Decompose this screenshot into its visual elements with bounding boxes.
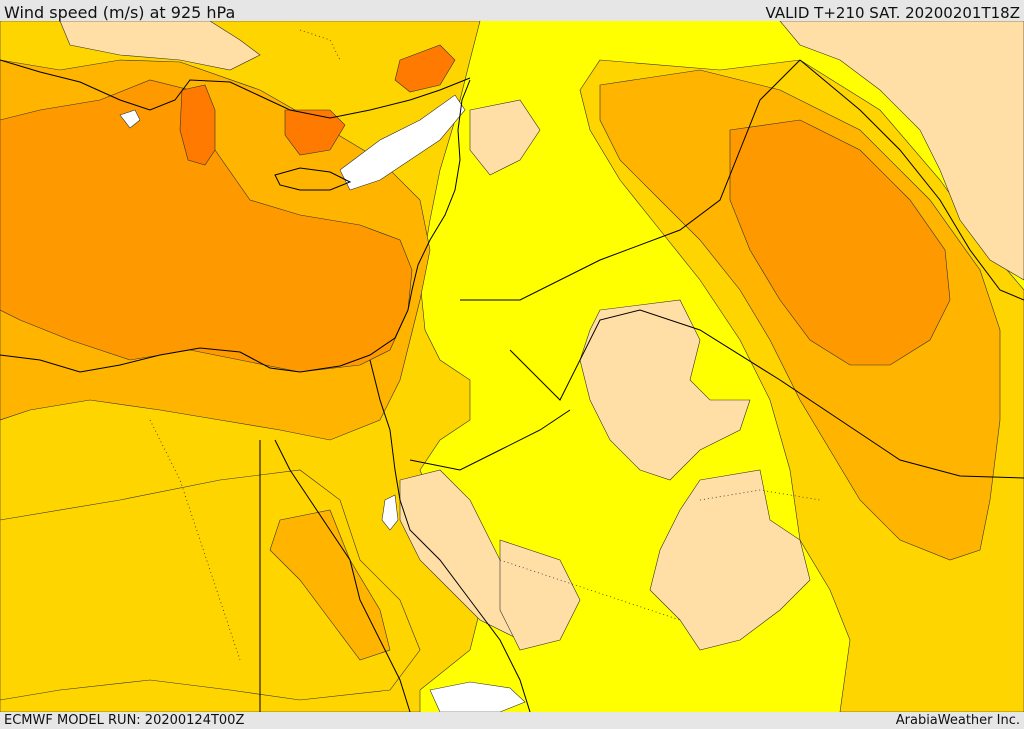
map-footer: ECMWF MODEL RUN: 20200124T00Z ArabiaWeat… — [0, 712, 1024, 729]
wind-field-beige-ne — [779, 21, 1024, 281]
border-jordan — [460, 59, 801, 301]
border-iraq-iran — [799, 59, 1024, 301]
wind-field-orange-med — [0, 79, 413, 373]
wind-field-orange-east — [729, 119, 951, 366]
wind-field-beige-jordan — [579, 299, 751, 481]
wind-field-calm-cyprus — [339, 94, 466, 191]
valid-time-label: VALID T+210 SAT. 20200201T18Z — [765, 4, 1020, 22]
coastline-red-sea-west — [274, 439, 411, 712]
border-saudi-north — [409, 409, 571, 471]
map-title: Wind speed (m/s) at 925 hPa — [4, 3, 236, 22]
credit-label: ArabiaWeather Inc. — [895, 713, 1020, 728]
border-iraq-saudi — [509, 309, 1024, 479]
map-header: Wind speed (m/s) at 925 hPa VALID T+210 … — [0, 0, 1024, 22]
coastline-turkey — [0, 59, 471, 119]
dotted-line-1 — [149, 419, 241, 661]
coastline-gulf-suez — [369, 359, 396, 471]
wind-field-beige-turkey — [59, 21, 261, 71]
coastline-north-africa — [0, 264, 419, 373]
wind-field-dark-orange-1 — [179, 84, 216, 166]
wind-speed-map — [0, 21, 1024, 712]
coastlines — [0, 59, 1024, 712]
wind-field-calm-south — [429, 681, 526, 712]
wind-field-beige-south — [499, 539, 581, 651]
wind-map-svg — [0, 21, 1024, 712]
wind-field-calm-west — [119, 109, 141, 129]
wind-field-beige-arabia — [649, 469, 811, 651]
dotted-boundaries — [149, 29, 821, 661]
wind-field-amber-red-sea — [269, 509, 391, 661]
wind-field-dark-orange-2 — [284, 109, 346, 156]
model-run-label: ECMWF MODEL RUN: 20200124T00Z — [4, 713, 245, 728]
coastline-red-sea-east — [394, 469, 531, 712]
wind-field-calm-aqaba — [381, 494, 399, 531]
dotted-line-3 — [699, 489, 821, 501]
wind-field-dark-orange-3 — [394, 44, 456, 93]
wind-field-beige-levant — [469, 99, 541, 176]
coastline-cyprus — [274, 167, 352, 191]
coastline-levant — [417, 79, 471, 266]
